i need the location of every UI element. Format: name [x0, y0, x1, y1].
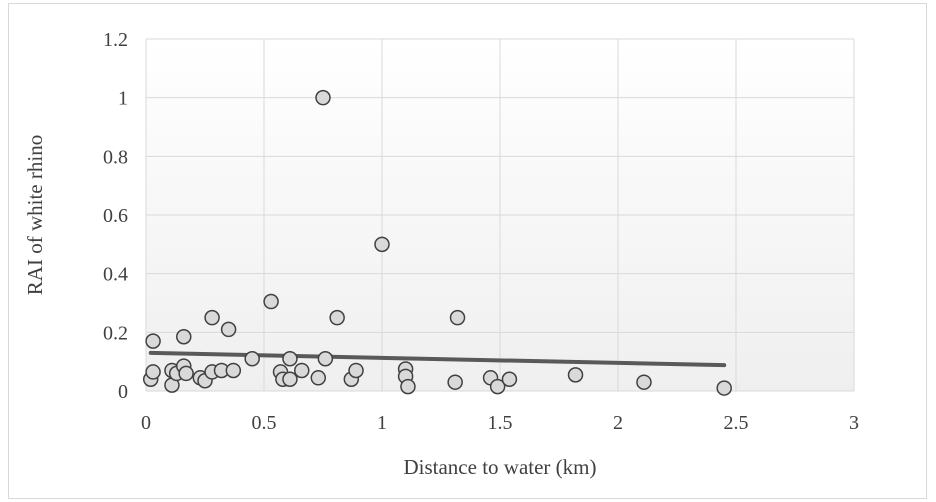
- x-tick-label: 0.5: [252, 412, 277, 434]
- data-point: [489, 378, 506, 395]
- x-tick-label: 0: [141, 412, 151, 434]
- data-point: [294, 362, 310, 379]
- data-point: [317, 350, 334, 367]
- data-point: [310, 370, 327, 386]
- data-point: [282, 371, 298, 388]
- data-point: [145, 333, 161, 349]
- y-tick-label: 0.6: [103, 205, 128, 227]
- y-tick-label: 0.4: [103, 264, 128, 286]
- x-tick-label: 3: [849, 412, 859, 434]
- data-point: [567, 367, 584, 383]
- x-tick-label: 1.5: [488, 412, 513, 434]
- data-points: [142, 89, 732, 396]
- y-tick-label: 0.8: [103, 146, 128, 168]
- data-point: [176, 328, 192, 345]
- data-point: [329, 309, 345, 326]
- data-point: [348, 362, 364, 379]
- x-tick-label: 2.5: [724, 412, 749, 434]
- y-tick-label: 0.2: [103, 322, 128, 344]
- y-axis-label: RAI of white rhino: [23, 135, 47, 295]
- data-point: [501, 371, 518, 388]
- x-axis-label: Distance to water (km): [403, 455, 596, 479]
- x-tick-label: 2: [613, 412, 623, 434]
- data-point: [716, 380, 732, 396]
- tick-labels: 0 0.5 1 1.5 2 2.5 3 0 0.2 0.4 0.6 0.8 1 1.2: [103, 29, 859, 434]
- y-tick-label: 0: [118, 381, 128, 403]
- gridlines: [145, 38, 855, 392]
- data-point: [263, 293, 279, 310]
- data-point: [244, 350, 260, 367]
- data-point: [374, 236, 390, 253]
- data-point: [449, 309, 466, 326]
- y-tick-label: 1.2: [103, 29, 128, 51]
- data-point: [282, 350, 298, 367]
- data-point: [178, 365, 194, 382]
- data-point: [220, 321, 237, 338]
- data-point: [225, 362, 242, 379]
- data-point: [447, 374, 463, 390]
- data-point: [145, 364, 161, 380]
- y-tick-label: 1: [118, 88, 128, 110]
- data-point: [400, 378, 416, 395]
- data-point: [204, 309, 220, 326]
- data-point: [315, 89, 331, 106]
- x-tick-label: 1: [377, 412, 387, 434]
- data-point: [636, 374, 652, 390]
